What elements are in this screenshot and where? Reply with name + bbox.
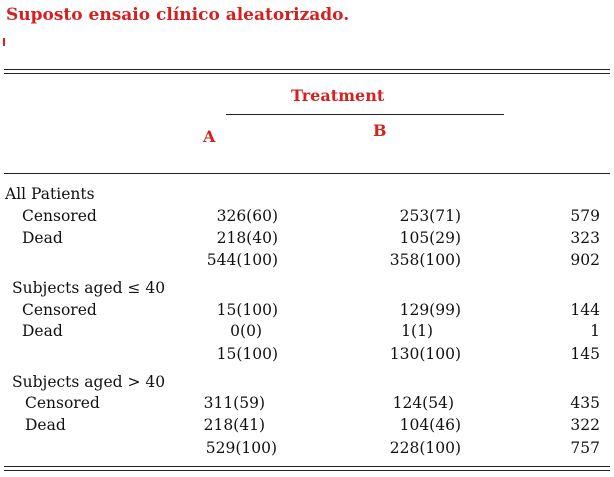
cell-a: 326(60): [216, 207, 278, 225]
cell-b: 1(1): [401, 322, 433, 340]
section-label-aged-le-40: Subjects aged ≤ 40: [12, 279, 166, 297]
cell-b: 228(100): [389, 439, 461, 457]
cell-b: 130(100): [389, 345, 461, 363]
bottom-rule-1: [4, 466, 610, 467]
header-rule: [4, 173, 610, 174]
section-label-all-patients: All Patients: [5, 185, 95, 203]
cell-total: 322: [570, 416, 600, 434]
cell-a: 0(0): [230, 322, 262, 340]
page-title: Suposto ensaio clínico aleatorizado.: [6, 5, 350, 25]
cell-total: 757: [570, 439, 600, 457]
cell-total: 323: [570, 229, 600, 247]
cell-b: 129(99): [399, 301, 461, 319]
cell-a: 15(100): [216, 345, 278, 363]
treatment-underline: [226, 114, 504, 115]
cell-total: 145: [570, 345, 600, 363]
cell-a: 15(100): [216, 301, 278, 319]
cell-b: 124(54): [392, 394, 454, 412]
row-label: Censored: [22, 301, 97, 319]
cell-a: 218(41): [203, 416, 265, 434]
cell-a: 544(100): [206, 251, 278, 269]
row-label: Dead: [25, 416, 66, 434]
cell-total: 144: [570, 301, 600, 319]
cell-a: 311(59): [203, 394, 265, 412]
row-label: Censored: [22, 207, 97, 225]
cell-a: 218(40): [216, 229, 278, 247]
row-label: Dead: [22, 322, 63, 340]
cell-total: 902: [570, 251, 600, 269]
cell-b: 104(46): [399, 416, 461, 434]
row-label: Dead: [22, 229, 63, 247]
cell-total: 1: [590, 322, 600, 340]
cell-b: 358(100): [389, 251, 461, 269]
bottom-rule-2: [4, 470, 610, 471]
cell-total: 579: [570, 207, 600, 225]
column-header-b: B: [373, 121, 387, 140]
cell-b: 105(29): [399, 229, 461, 247]
cell-a: 529(100): [205, 439, 277, 457]
cell-total: 435: [570, 394, 600, 412]
top-rule-1: [4, 69, 610, 70]
cell-b: 253(71): [399, 207, 461, 225]
top-rule-2: [4, 73, 610, 74]
column-header-a: A: [203, 127, 216, 146]
treatment-header: Treatment: [291, 86, 385, 105]
row-label: Censored: [25, 394, 100, 412]
section-label-aged-gt-40: Subjects aged > 40: [12, 373, 166, 391]
decorative-mark: [3, 38, 5, 46]
